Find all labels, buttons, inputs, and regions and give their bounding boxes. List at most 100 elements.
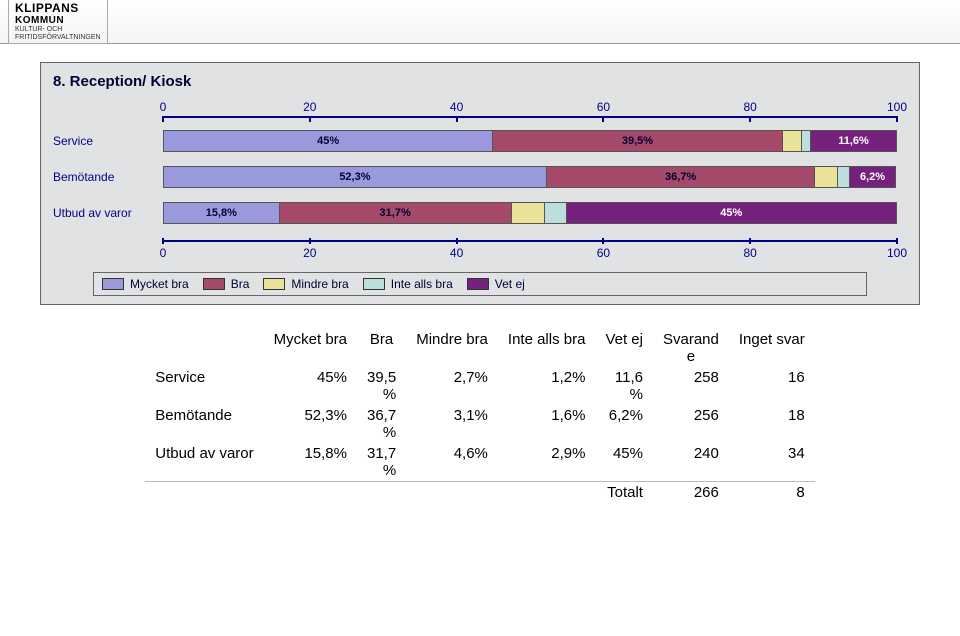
axis-mark	[456, 238, 458, 244]
bar-row: Utbud av varor15,8%31,7%45%	[163, 198, 897, 228]
axis-tick: 0	[160, 100, 167, 114]
table-header: Svarand e	[653, 329, 729, 367]
bar-segment	[512, 203, 546, 223]
axis-tick: 20	[303, 246, 316, 260]
table-cell	[145, 482, 263, 504]
bar-segment: 45%	[567, 203, 896, 223]
table-header: Inget svar	[729, 329, 815, 367]
bar-segment: 11,6%	[811, 131, 896, 151]
axis-tick: 60	[597, 246, 610, 260]
axis-mark	[162, 238, 164, 244]
table-row: Service45%39,5 %2,7%1,2%11,6 %25816	[145, 367, 814, 405]
table-cell: 6,2%	[595, 405, 653, 443]
axis-bottom: 020406080100	[163, 244, 897, 262]
table-cell: 8	[729, 482, 815, 504]
legend-label: Mycket bra	[130, 277, 189, 291]
legend-swatch	[467, 278, 489, 290]
legend-swatch	[263, 278, 285, 290]
legend-swatch	[203, 278, 225, 290]
bar-segment	[838, 167, 850, 187]
axis-tick: 100	[887, 246, 907, 260]
table-cell: Totalt	[595, 482, 653, 504]
axis-mark	[749, 238, 751, 244]
table-cell: 45%	[595, 443, 653, 482]
table-cell: 39,5 %	[357, 367, 406, 405]
table-cell: 18	[729, 405, 815, 443]
axis-top-line	[163, 116, 897, 118]
legend-label: Inte alls bra	[391, 277, 453, 291]
table-cell	[264, 482, 357, 504]
table-header: Bra	[357, 329, 406, 367]
table-cell: 15,8%	[264, 443, 357, 482]
table-cell: 258	[653, 367, 729, 405]
table-cell: 4,6%	[406, 443, 498, 482]
legend-swatch	[363, 278, 385, 290]
bar-track: 52,3%36,7%6,2%	[163, 166, 896, 188]
table-cell: 36,7 %	[357, 405, 406, 443]
legend-label: Mindre bra	[291, 277, 348, 291]
table-cell	[498, 482, 596, 504]
axis-tick: 80	[744, 100, 757, 114]
axis-tick: 80	[744, 246, 757, 260]
axis-tick: 40	[450, 100, 463, 114]
table-cell: 3,1%	[406, 405, 498, 443]
axis-mark	[896, 238, 898, 244]
bar-segment	[783, 131, 803, 151]
table-cell: Service	[145, 367, 263, 405]
table-cell: 34	[729, 443, 815, 482]
logo-sub2: KULTUR- OCH	[15, 26, 101, 34]
page-header: KLIPPANS KOMMUN KULTUR- OCH FRITIDSFÖRVA…	[0, 0, 960, 44]
axis-mark	[309, 238, 311, 244]
data-table: Mycket braBraMindre braInte alls braVet …	[145, 329, 814, 503]
bar-segment: 31,7%	[280, 203, 512, 223]
bars-container: Service45%39,5%11,6%Bemötande52,3%36,7%6…	[163, 126, 897, 234]
table-cell: 2,9%	[498, 443, 596, 482]
table-row: Utbud av varor15,8%31,7 %4,6%2,9%45%2403…	[145, 443, 814, 482]
bar-track: 15,8%31,7% 45%	[163, 202, 897, 224]
table-cell	[357, 482, 406, 504]
chart-panel: 8. Reception/ Kiosk 020406080100 Service…	[40, 62, 920, 305]
bar-segment	[802, 131, 811, 151]
table-row: Bemötande52,3%36,7 %3,1%1,6%6,2%25618	[145, 405, 814, 443]
bar-row-label: Utbud av varor	[53, 206, 158, 220]
legend-item: Inte alls bra	[363, 277, 453, 291]
axis-tick: 0	[160, 246, 167, 260]
table-header: Inte alls bra	[498, 329, 596, 367]
table-header: Vet ej	[595, 329, 653, 367]
table-cell: 266	[653, 482, 729, 504]
axis-tick: 40	[450, 246, 463, 260]
legend-item: Mycket bra	[102, 277, 189, 291]
bar-row-label: Bemötande	[53, 170, 158, 184]
bar-segment	[815, 167, 838, 187]
bar-segment: 45%	[164, 131, 493, 151]
axis-tick: 20	[303, 100, 316, 114]
table-header: Mindre bra	[406, 329, 498, 367]
table-cell: 52,3%	[264, 405, 357, 443]
logo-sub3: FRITIDSFÖRVALTNINGEN	[15, 34, 101, 42]
table-cell: 240	[653, 443, 729, 482]
bar-row: Bemötande52,3%36,7%6,2%	[163, 162, 897, 192]
table-cell: 16	[729, 367, 815, 405]
table-cell: Utbud av varor	[145, 443, 263, 482]
legend-item: Mindre bra	[263, 277, 348, 291]
bar-segment: 36,7%	[547, 167, 816, 187]
table-header	[145, 329, 263, 367]
legend-label: Vet ej	[495, 277, 525, 291]
bar-row-label: Service	[53, 134, 158, 148]
axis-top: 020406080100	[163, 98, 897, 116]
bar-track: 45%39,5% 11,6%	[163, 130, 897, 152]
bar-segment: 39,5%	[493, 131, 782, 151]
legend-label: Bra	[231, 277, 250, 291]
axis-mark	[602, 238, 604, 244]
bar-segment	[545, 203, 566, 223]
table-cell: 1,2%	[498, 367, 596, 405]
table-cell: 11,6 %	[595, 367, 653, 405]
table-header: Mycket bra	[264, 329, 357, 367]
legend-swatch	[102, 278, 124, 290]
chart-area: 020406080100 Service45%39,5%11,6%Bemötan…	[163, 98, 897, 262]
axis-tick: 60	[597, 100, 610, 114]
table-cell: 1,6%	[498, 405, 596, 443]
table-cell: Bemötande	[145, 405, 263, 443]
bar-segment: 15,8%	[164, 203, 280, 223]
table-cell: 256	[653, 405, 729, 443]
